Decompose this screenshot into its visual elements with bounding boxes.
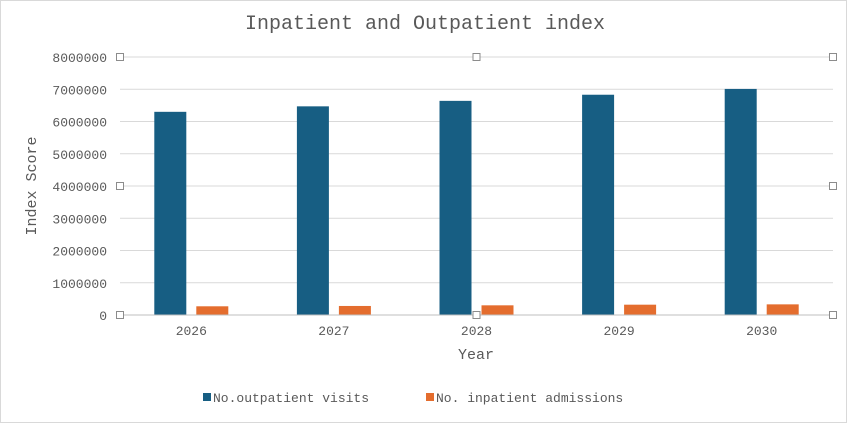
resize-handle[interactable]: [116, 53, 124, 61]
bar-outpatient-2027: [296, 106, 329, 315]
legend-label: No.outpatient visits: [213, 391, 369, 406]
bar-inpatient-2030: [766, 304, 799, 315]
y-tick-label: 6000000: [52, 116, 107, 131]
bar-inpatient-2027: [338, 305, 371, 315]
x-tick-label: 2030: [746, 324, 777, 339]
y-tick-label: 5000000: [52, 148, 107, 163]
resize-handle[interactable]: [116, 182, 124, 190]
y-axis-tick-labels: 0 1000000 2000000 3000000 4000000 5000000 6000…: [52, 51, 107, 324]
x-tick-label: 2026: [176, 324, 207, 339]
resize-handle[interactable]: [472, 311, 481, 319]
bar-inpatient-2026: [196, 306, 229, 315]
chart-title: Inpatient and Outpatient index: [245, 13, 605, 36]
x-axis-tick-labels: 2026 2027 2028 2029 2030: [176, 324, 778, 339]
y-tick-label: 0: [99, 309, 107, 324]
legend-swatch: [426, 393, 434, 401]
legend-swatch: [203, 393, 211, 401]
x-tick-label: 2027: [318, 324, 349, 339]
bar-outpatient-2030: [724, 88, 757, 316]
y-axis-title: Index Score: [24, 136, 41, 235]
resize-handle[interactable]: [829, 53, 837, 61]
bars: [154, 88, 799, 316]
chart-border: [0, 0, 847, 423]
resize-handle[interactable]: [472, 53, 481, 61]
bar-outpatient-2029: [582, 94, 615, 315]
x-axis-title: Year: [458, 347, 494, 364]
y-tick-label: 2000000: [52, 245, 107, 260]
legend-label: No. inpatient admissions: [436, 391, 623, 406]
x-tick-label: 2028: [461, 324, 492, 339]
gridlines: [120, 56, 833, 284]
y-tick-label: 1000000: [52, 277, 107, 292]
y-tick-label: 3000000: [52, 212, 107, 227]
legend: No.outpatient visits No. inpatient admiss…: [203, 391, 623, 406]
resize-handle[interactable]: [116, 311, 124, 319]
bar-outpatient-2028: [439, 100, 472, 315]
y-tick-label: 8000000: [52, 51, 107, 66]
plot-area-selection-handles[interactable]: [116, 53, 837, 319]
bar-outpatient-2026: [154, 111, 187, 315]
resize-handle[interactable]: [829, 182, 837, 190]
bar-inpatient-2028: [481, 305, 514, 315]
resize-handle[interactable]: [829, 311, 837, 319]
x-tick-label: 2029: [603, 324, 634, 339]
bar-inpatient-2029: [624, 304, 657, 315]
y-tick-label: 7000000: [52, 83, 107, 98]
y-tick-label: 4000000: [52, 180, 107, 195]
